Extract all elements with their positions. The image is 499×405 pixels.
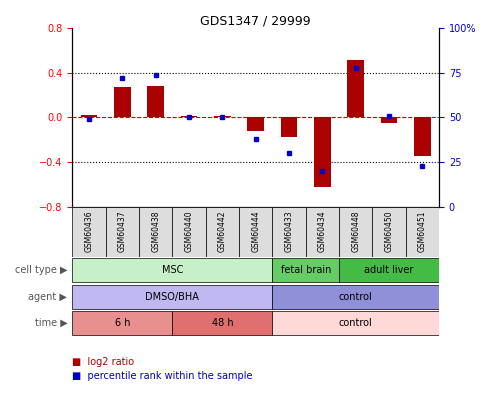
Bar [272, 207, 306, 257]
Text: 48 h: 48 h [212, 318, 233, 328]
Bar [206, 207, 239, 257]
Bar [72, 207, 106, 257]
Bar [272, 258, 339, 282]
Text: 6 h: 6 h [115, 318, 130, 328]
Bar [272, 285, 439, 309]
Bar [172, 207, 206, 257]
Text: GSM60436: GSM60436 [84, 211, 93, 252]
Text: GSM60440: GSM60440 [185, 211, 194, 252]
Bar [281, 117, 297, 138]
Bar [106, 207, 139, 257]
Text: DMSO/BHA: DMSO/BHA [145, 292, 199, 302]
Bar [347, 60, 364, 117]
Bar [147, 86, 164, 117]
Text: GSM60433: GSM60433 [284, 211, 293, 252]
Text: GSM60444: GSM60444 [251, 211, 260, 252]
Title: GDS1347 / 29999: GDS1347 / 29999 [201, 14, 311, 27]
Text: GSM60442: GSM60442 [218, 211, 227, 252]
Text: ■  percentile rank within the sample: ■ percentile rank within the sample [72, 371, 253, 381]
Bar [306, 207, 339, 257]
Bar [139, 207, 172, 257]
Bar [372, 207, 406, 257]
Bar [272, 311, 439, 335]
Bar [314, 117, 331, 186]
Bar [239, 207, 272, 257]
Bar [214, 116, 231, 117]
Bar [72, 285, 272, 309]
Bar [172, 311, 272, 335]
Text: cell type ▶: cell type ▶ [15, 265, 67, 275]
Text: agent ▶: agent ▶ [28, 292, 67, 302]
Text: GSM60437: GSM60437 [118, 211, 127, 252]
Text: control: control [339, 318, 373, 328]
Bar [81, 115, 97, 117]
Text: fetal brain: fetal brain [280, 265, 331, 275]
Bar [406, 207, 439, 257]
Text: control: control [339, 292, 373, 302]
Text: GSM60438: GSM60438 [151, 211, 160, 252]
Bar [181, 116, 198, 117]
Bar [248, 117, 264, 131]
Text: GSM60451: GSM60451 [418, 211, 427, 252]
Bar [72, 311, 172, 335]
Bar [339, 258, 439, 282]
Text: ■  log2 ratio: ■ log2 ratio [72, 356, 134, 367]
Bar [339, 207, 372, 257]
Bar [114, 87, 131, 117]
Text: time ▶: time ▶ [34, 318, 67, 328]
Text: GSM60448: GSM60448 [351, 211, 360, 252]
Bar [414, 117, 431, 156]
Text: GSM60434: GSM60434 [318, 211, 327, 252]
Bar [72, 258, 272, 282]
Text: MSC: MSC [162, 265, 183, 275]
Text: GSM60450: GSM60450 [385, 211, 394, 252]
Bar [381, 117, 397, 123]
Text: adult liver: adult liver [364, 265, 414, 275]
